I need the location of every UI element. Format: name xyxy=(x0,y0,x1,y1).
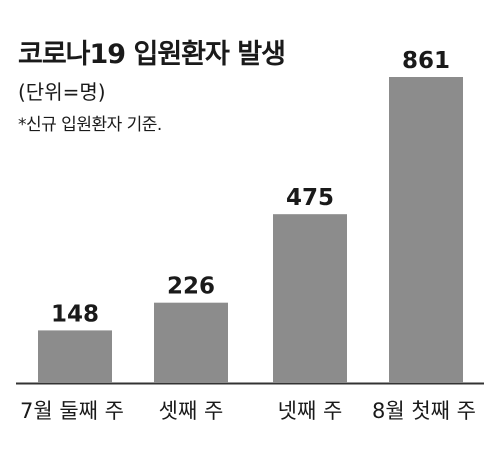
category-label-2: 셋째 주 xyxy=(159,399,224,423)
category-label-4: 8월 첫째 주 xyxy=(372,399,476,423)
bar-4 xyxy=(389,77,463,383)
category-label-1: 7월 둘째 주 xyxy=(20,399,124,423)
value-label-3: 475 xyxy=(286,185,334,211)
unit-label: (단위=명) xyxy=(18,80,106,104)
bar-2 xyxy=(154,302,228,383)
chart-title: 코로나19 입원환자 발생 xyxy=(18,39,286,70)
value-label-2: 226 xyxy=(167,274,215,300)
category-label-3: 넷째 주 xyxy=(278,399,343,423)
value-label-1: 148 xyxy=(51,301,99,327)
bar-1 xyxy=(38,330,112,383)
value-label-4: 861 xyxy=(402,48,450,74)
footnote: *신규 입원환자 기준. xyxy=(18,115,162,135)
bar-3 xyxy=(273,214,347,383)
